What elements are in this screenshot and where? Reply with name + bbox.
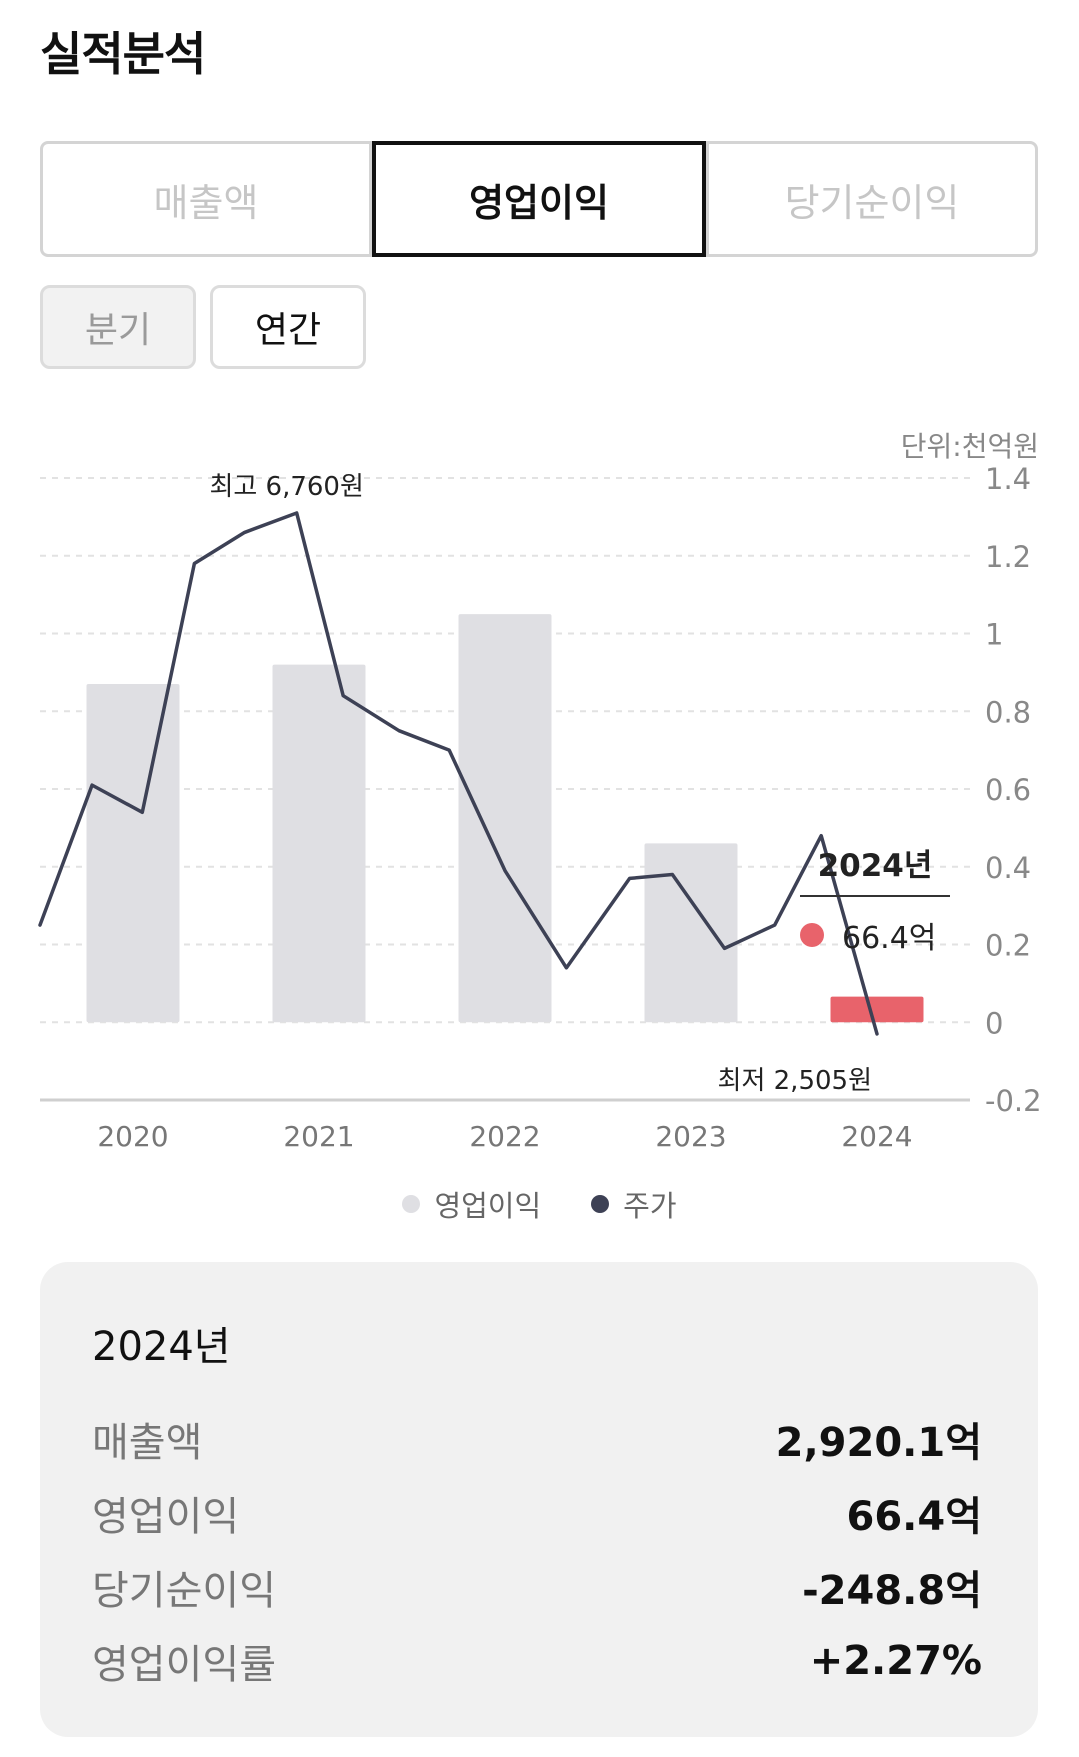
- summary-row-revenue: 매출액 2,920.1억: [92, 1402, 982, 1476]
- tooltip-value: 66.4억: [842, 921, 937, 956]
- period-toggle: 분기 연간: [40, 285, 366, 369]
- bar: [86, 684, 180, 1023]
- y-tick-label: 0.2: [985, 929, 1031, 963]
- bar: [458, 614, 552, 1023]
- summary-value: -248.8억: [802, 1568, 982, 1614]
- chart-legend: 영업이익 주가: [0, 1183, 1079, 1225]
- x-tick-label: 2024: [841, 1120, 912, 1153]
- summary-row-net-income: 당기순이익 -248.8억: [92, 1550, 982, 1624]
- y-tick-label: -0.2: [985, 1084, 1042, 1118]
- operating-profit-chart: 1.4 1.2 1 0.8 0.6 0.4 0.2 0 -0.2 2020 2021 2022 2023…: [38, 462, 1042, 1153]
- x-tick-label: 2020: [97, 1120, 168, 1153]
- summary-year: 2024년: [92, 1324, 231, 1370]
- tooltip-row: 66.4억: [800, 913, 950, 957]
- legend-item-stock-price[interactable]: 주가: [591, 1183, 677, 1225]
- summary-card: 2024년 매출액 2,920.1억 영업이익 66.4억 당기순이익 -248…: [40, 1262, 1038, 1737]
- y-tick-label: 1.2: [985, 540, 1031, 574]
- legend-dot-stock-price: [591, 1195, 610, 1213]
- bar: [272, 664, 366, 1023]
- summary-value: 2,920.1억: [775, 1420, 982, 1466]
- tab-net-income[interactable]: 당기순이익: [706, 141, 1038, 257]
- summary-label: 영업이익: [92, 1494, 240, 1540]
- x-tick-label: 2022: [469, 1120, 540, 1153]
- y-tick-label: 0.8: [985, 695, 1031, 729]
- summary-value: +2.27%: [809, 1638, 982, 1684]
- max-price-label: 최고 6,760원: [209, 472, 363, 502]
- stock-price-line: [38, 511, 879, 1036]
- summary-label: 당기순이익: [92, 1568, 276, 1614]
- summary-label: 영업이익률: [92, 1642, 276, 1688]
- y-tick-label: 0.4: [985, 851, 1031, 885]
- chart-tooltip: 2024년 66.4억: [800, 840, 950, 957]
- x-tick-label: 2023: [655, 1120, 726, 1153]
- legend-label-operating-profit: 영업이익: [434, 1189, 542, 1223]
- bar: [644, 843, 738, 1023]
- y-tick-label: 1.4: [985, 462, 1031, 496]
- tooltip-series-dot: [800, 923, 824, 947]
- chart-unit-label: 단위:천억원: [900, 430, 1039, 463]
- min-price-label: 최저 2,505원: [718, 1066, 872, 1096]
- legend-dot-operating-profit: [402, 1195, 421, 1213]
- bar: [830, 996, 924, 1023]
- y-tick-label: 0: [985, 1006, 1003, 1040]
- summary-row-operating-margin: 영업이익률 +2.27%: [92, 1624, 982, 1698]
- tab-operating-profit[interactable]: 영업이익: [372, 141, 706, 257]
- y-tick-label: 1: [985, 618, 1003, 652]
- legend-item-operating-profit[interactable]: 영업이익: [402, 1183, 541, 1225]
- chart-area: 1.4 1.2 1 0.8 0.6 0.4 0.2 0 -0.2 2020 2021 2022 2023…: [0, 420, 1079, 1240]
- summary-value: 66.4억: [846, 1494, 983, 1540]
- x-tick-label: 2021: [283, 1120, 354, 1153]
- y-tick-label: 0.6: [985, 773, 1031, 807]
- metric-tabs: 매출액 영업이익 당기순이익: [40, 141, 1038, 257]
- period-annual-button[interactable]: 연간: [210, 285, 366, 369]
- summary-label: 매출액: [92, 1420, 203, 1466]
- legend-label-stock-price: 주가: [623, 1189, 677, 1223]
- summary-row-operating-profit: 영업이익 66.4억: [92, 1476, 982, 1550]
- tooltip-year: 2024년: [800, 840, 950, 897]
- period-quarterly-button[interactable]: 분기: [40, 285, 196, 369]
- tab-revenue[interactable]: 매출액: [40, 141, 372, 257]
- page-title: 실적분석: [40, 27, 206, 81]
